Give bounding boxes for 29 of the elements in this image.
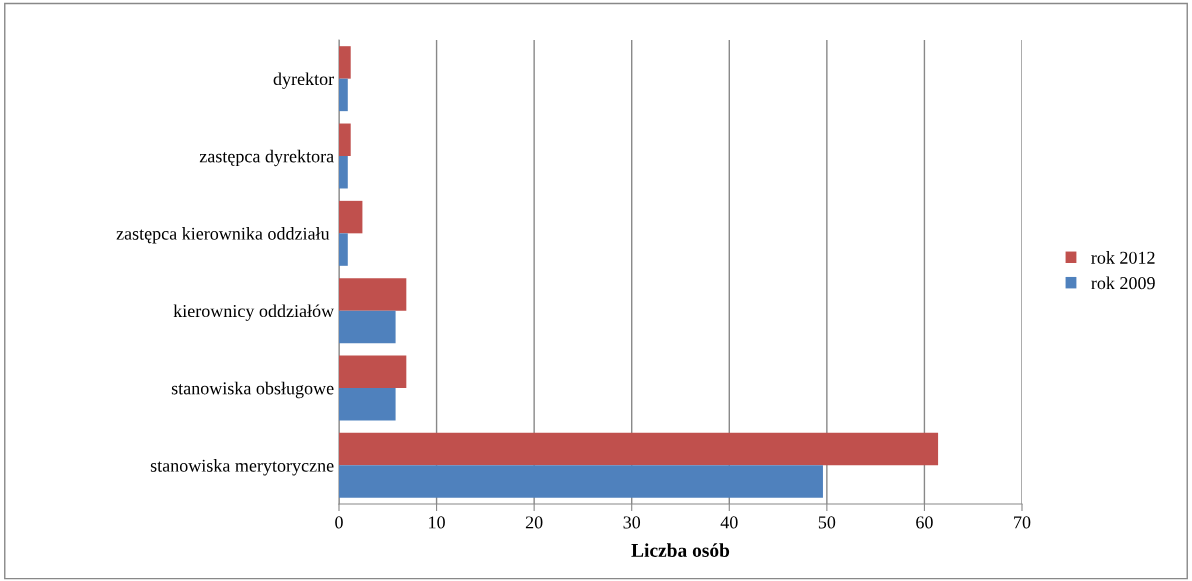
x-tick-label: 0 bbox=[335, 516, 343, 529]
bar bbox=[339, 78, 348, 112]
x-axis-title: Liczba osób bbox=[631, 543, 730, 557]
y-tick-label: stanowiska obsługowe bbox=[171, 381, 334, 399]
bar bbox=[339, 355, 407, 388]
bar bbox=[339, 465, 823, 498]
bar bbox=[339, 233, 348, 266]
x-tick-label: 30 bbox=[623, 516, 641, 529]
y-tick-label: zastępca dyrektora bbox=[199, 149, 334, 167]
x-tick-label: 60 bbox=[916, 516, 933, 529]
x-tick-label: 70 bbox=[1014, 516, 1031, 529]
bar bbox=[339, 123, 351, 156]
x-tick-label: 50 bbox=[818, 516, 836, 529]
legend-label: rok 2012 bbox=[1091, 251, 1155, 264]
bar bbox=[339, 200, 363, 234]
y-tick-label: kierownicy oddziałów bbox=[173, 304, 335, 321]
bar bbox=[339, 432, 939, 466]
y-tick-label: dyrektor bbox=[273, 72, 334, 89]
legend-label: rok 2009 bbox=[1091, 276, 1155, 290]
bar bbox=[339, 46, 351, 79]
x-tick-label: 20 bbox=[525, 516, 543, 529]
x-tick-label: 40 bbox=[720, 516, 738, 529]
y-tick-label: stanowiska merytoryczne bbox=[150, 459, 334, 476]
bar bbox=[339, 278, 407, 311]
x-tick-label: 10 bbox=[429, 516, 445, 529]
y-tick-label: zastępca kierownika oddziału bbox=[116, 227, 330, 244]
bar bbox=[339, 310, 396, 344]
bar bbox=[339, 156, 348, 189]
bar bbox=[339, 388, 396, 421]
